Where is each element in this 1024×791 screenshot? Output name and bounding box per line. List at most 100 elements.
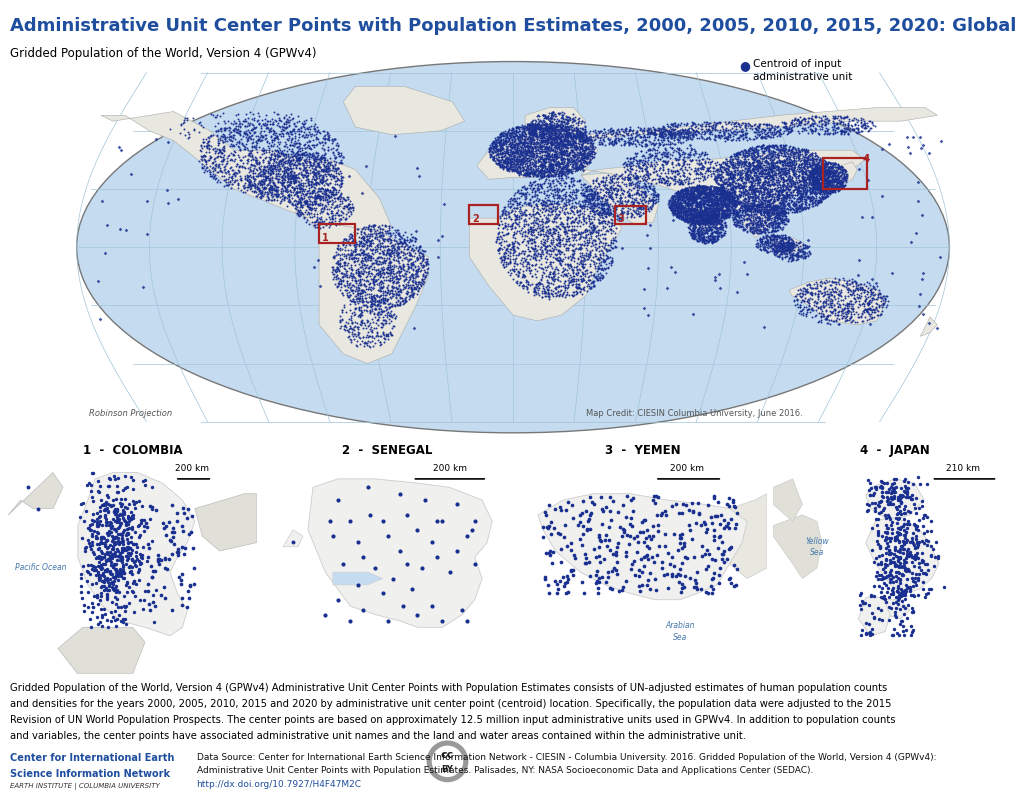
Point (393, 231, 410, 244)
Point (550, 123, 566, 135)
Point (504, 235, 520, 248)
Point (809, 297, 825, 309)
Point (372, 299, 388, 312)
Point (614, 498, 631, 511)
Point (829, 158, 846, 171)
Point (779, 152, 796, 165)
Point (602, 240, 618, 253)
Point (749, 216, 765, 229)
Point (555, 163, 571, 176)
Point (560, 138, 577, 150)
Point (503, 213, 519, 225)
Point (375, 291, 391, 304)
Point (380, 333, 396, 346)
Point (894, 561, 910, 573)
Point (324, 206, 340, 219)
Point (318, 206, 335, 219)
Point (728, 167, 744, 180)
Point (667, 189, 683, 202)
Point (735, 211, 752, 224)
Point (834, 124, 850, 137)
Point (625, 154, 641, 167)
Point (672, 210, 688, 223)
Point (797, 121, 813, 134)
Point (903, 619, 920, 632)
Point (881, 511, 897, 524)
Point (341, 252, 357, 265)
Point (286, 123, 302, 135)
Point (520, 178, 537, 191)
Point (278, 121, 294, 134)
Point (268, 162, 285, 175)
Point (242, 149, 258, 162)
Point (754, 127, 770, 139)
Point (642, 242, 658, 255)
Point (578, 198, 594, 210)
Point (417, 270, 433, 282)
Point (333, 274, 349, 287)
Point (93, 494, 110, 506)
Point (492, 144, 508, 157)
Point (738, 201, 755, 214)
Point (282, 158, 298, 171)
Point (756, 238, 772, 251)
Point (502, 157, 518, 169)
Point (262, 153, 279, 166)
Point (364, 297, 380, 310)
Point (694, 187, 711, 199)
Point (368, 274, 384, 287)
Point (542, 123, 558, 136)
Point (286, 168, 302, 181)
Point (734, 185, 751, 198)
Point (702, 196, 719, 209)
Point (121, 596, 137, 609)
Point (592, 207, 608, 220)
Point (779, 160, 796, 172)
Point (547, 133, 563, 146)
Point (761, 196, 777, 209)
Point (909, 540, 926, 553)
Point (263, 134, 280, 146)
Point (768, 160, 784, 172)
Point (289, 172, 305, 184)
Point (698, 206, 715, 218)
Point (226, 133, 243, 146)
Point (697, 209, 714, 221)
Point (802, 153, 818, 165)
Point (600, 131, 616, 144)
Point (538, 197, 554, 210)
Point (289, 200, 305, 213)
Point (527, 286, 544, 298)
Point (750, 199, 766, 212)
Point (768, 246, 784, 259)
Point (302, 159, 318, 172)
Point (115, 565, 131, 577)
Point (812, 154, 828, 167)
Point (803, 123, 819, 135)
Point (726, 150, 742, 163)
Point (260, 167, 276, 180)
Point (304, 160, 321, 172)
Point (634, 197, 650, 210)
Point (692, 188, 709, 201)
Point (914, 495, 931, 508)
Point (522, 126, 539, 138)
Point (714, 215, 730, 228)
Point (493, 142, 509, 155)
Point (559, 130, 575, 142)
Point (605, 233, 622, 246)
Point (805, 183, 821, 195)
Point (715, 185, 731, 198)
Point (250, 134, 266, 147)
Point (607, 129, 624, 142)
Point (739, 162, 756, 175)
Point (664, 195, 680, 207)
Point (297, 187, 313, 200)
Point (805, 192, 821, 205)
Point (535, 246, 551, 259)
Point (379, 266, 395, 278)
Point (820, 170, 837, 183)
Point (294, 149, 310, 161)
Point (758, 156, 774, 168)
Point (686, 206, 702, 218)
